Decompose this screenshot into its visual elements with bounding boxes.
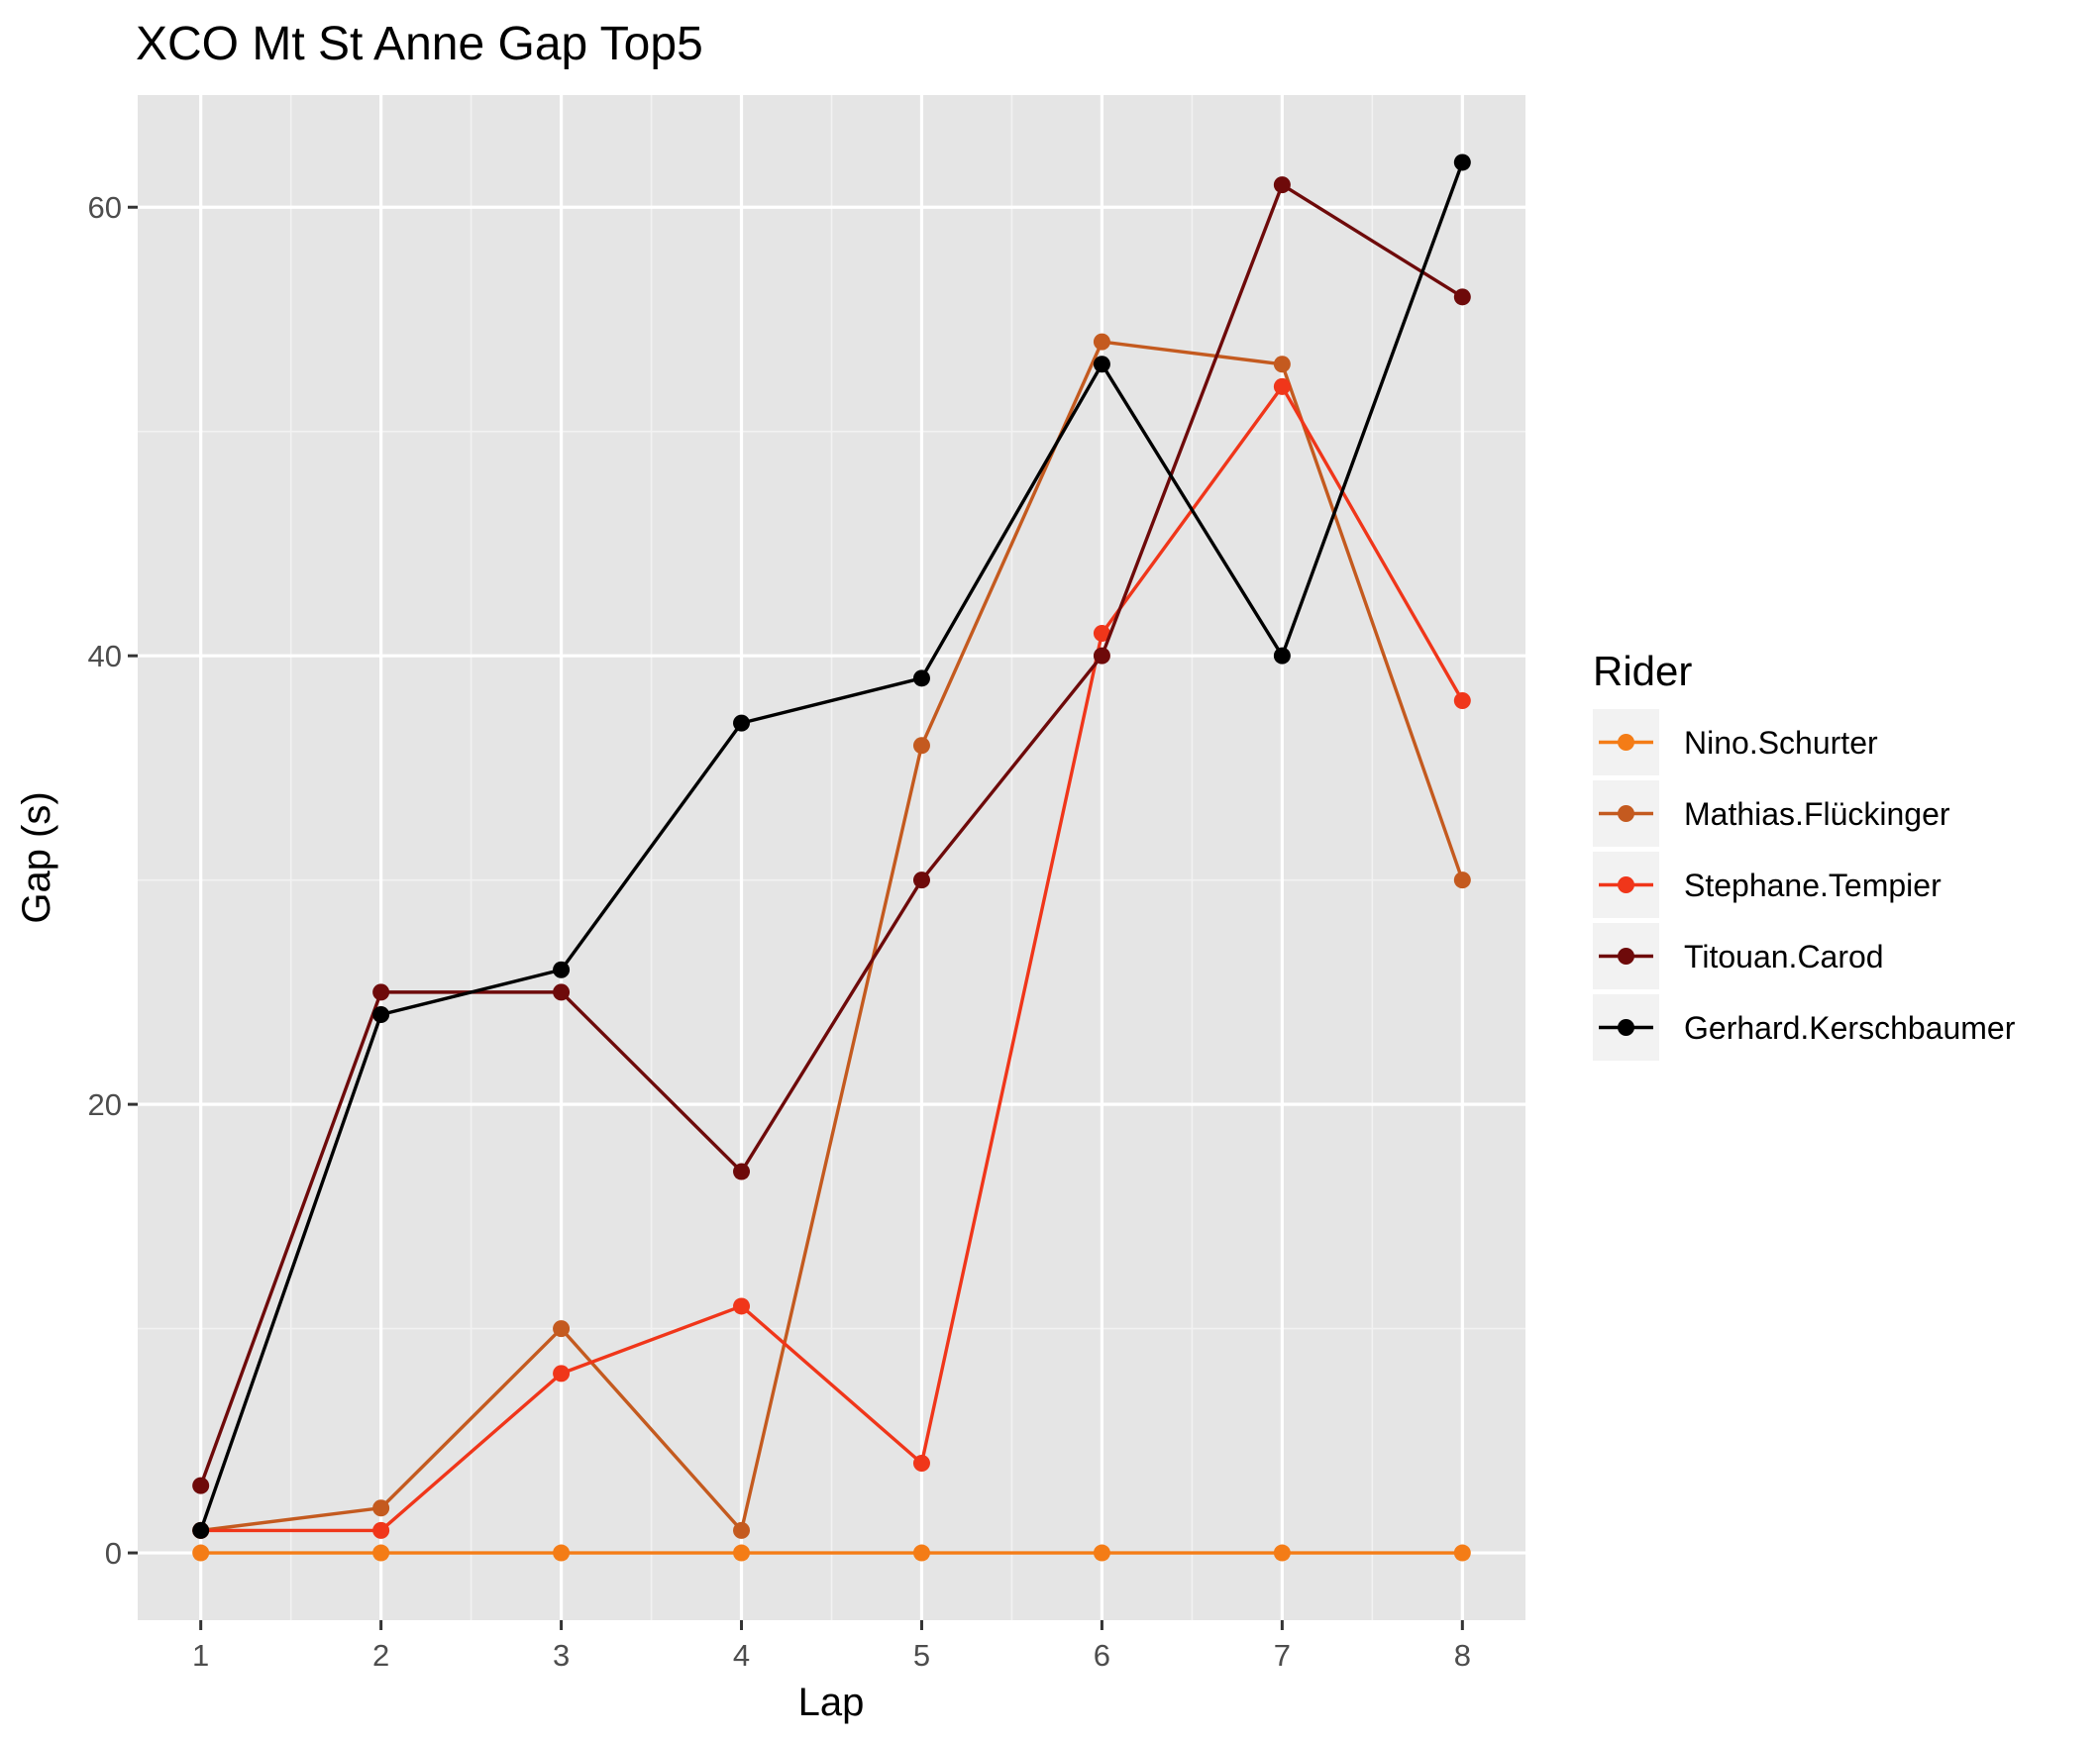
legend-label: Mathias.Flückinger	[1684, 796, 1950, 832]
data-point	[1093, 625, 1110, 643]
data-point	[1453, 288, 1471, 306]
data-point	[733, 1163, 751, 1180]
legend-item: Mathias.Flückinger	[1593, 780, 1950, 847]
data-point	[1453, 871, 1471, 889]
data-point	[553, 1320, 571, 1338]
legend-key-point	[1618, 734, 1634, 751]
legend-label: Stephane.Tempier	[1684, 868, 1942, 903]
data-point	[1273, 176, 1291, 194]
data-point	[1093, 1544, 1110, 1562]
legend-title: Rider	[1593, 648, 1692, 694]
x-tick-label: 2	[372, 1638, 389, 1673]
data-point	[912, 1544, 930, 1562]
legend-item: Nino.Schurter	[1593, 709, 1878, 775]
data-point	[733, 714, 751, 732]
x-tick-label: 1	[192, 1638, 209, 1673]
series-line	[200, 340, 1464, 1533]
minor-gridlines	[138, 95, 1525, 1620]
series-line	[199, 161, 1464, 1531]
y-tick-label: 20	[88, 1087, 122, 1122]
data-point	[553, 1544, 571, 1562]
series-line	[199, 182, 1464, 1486]
data-point	[1093, 333, 1110, 351]
series-1	[192, 1544, 1471, 1562]
chart-title: XCO Mt St Anne Gap Top5	[136, 18, 703, 70]
data-point	[1093, 647, 1110, 665]
data-point	[372, 1006, 390, 1024]
y-tick-label: 0	[105, 1536, 122, 1571]
legend-key-point	[1618, 876, 1634, 893]
data-point	[733, 1297, 751, 1315]
series-line	[200, 384, 1464, 1533]
legend-key-point	[1618, 805, 1634, 822]
data-point	[372, 1521, 390, 1539]
data-point	[553, 1365, 571, 1383]
legend-key-point	[1618, 948, 1634, 965]
data-point	[553, 983, 571, 1001]
legend-label: Gerhard.Kerschbaumer	[1684, 1010, 2016, 1046]
data-point	[1273, 1544, 1291, 1562]
data-point	[912, 669, 930, 687]
data-point	[912, 1454, 930, 1472]
data-point	[1453, 691, 1471, 709]
legend-key-point	[1618, 1019, 1634, 1036]
data-point	[372, 983, 390, 1001]
data-point	[1273, 647, 1291, 665]
data-point	[912, 737, 930, 755]
x-tick-label: 6	[1094, 1638, 1110, 1673]
legend: Rider Nino.Schurter Mathias.Flückinger Ste…	[1593, 648, 2016, 1061]
x-tick-label: 5	[913, 1638, 930, 1673]
data-point	[1093, 356, 1110, 373]
data-point	[733, 1521, 751, 1539]
series-5	[192, 154, 1471, 1539]
data-point	[912, 871, 930, 889]
y-axis-title: Gap (s)	[15, 791, 58, 923]
data-point	[372, 1499, 390, 1517]
legend-label: Titouan.Carod	[1684, 939, 1884, 974]
y-tick-label: 60	[88, 190, 122, 225]
legend-item: Gerhard.Kerschbaumer	[1593, 994, 2016, 1061]
data-point	[1273, 377, 1291, 395]
x-tick-label: 7	[1274, 1638, 1291, 1673]
x-tick-label: 3	[553, 1638, 570, 1673]
data-point	[192, 1544, 210, 1562]
data-point	[372, 1544, 390, 1562]
data-point	[1453, 154, 1471, 171]
y-tick-label: 40	[88, 639, 122, 673]
data-point	[1453, 1544, 1471, 1562]
data-point	[192, 1521, 210, 1539]
x-axis-title: Lap	[798, 1681, 865, 1724]
series-4	[192, 176, 1471, 1494]
legend-item: Titouan.Carod	[1593, 923, 1884, 989]
legend-label: Nino.Schurter	[1684, 725, 1878, 761]
series-layer	[192, 154, 1471, 1562]
data-point	[733, 1544, 751, 1562]
axis-ticks: 1 2 3 4 5 6 7 8 0 20 40 60	[88, 190, 1471, 1673]
data-point	[553, 961, 571, 978]
data-point	[192, 1477, 210, 1494]
x-tick-label: 8	[1454, 1638, 1471, 1673]
data-point	[1273, 356, 1291, 373]
x-tick-label: 4	[733, 1638, 750, 1673]
legend-item: Stephane.Tempier	[1593, 852, 1942, 918]
